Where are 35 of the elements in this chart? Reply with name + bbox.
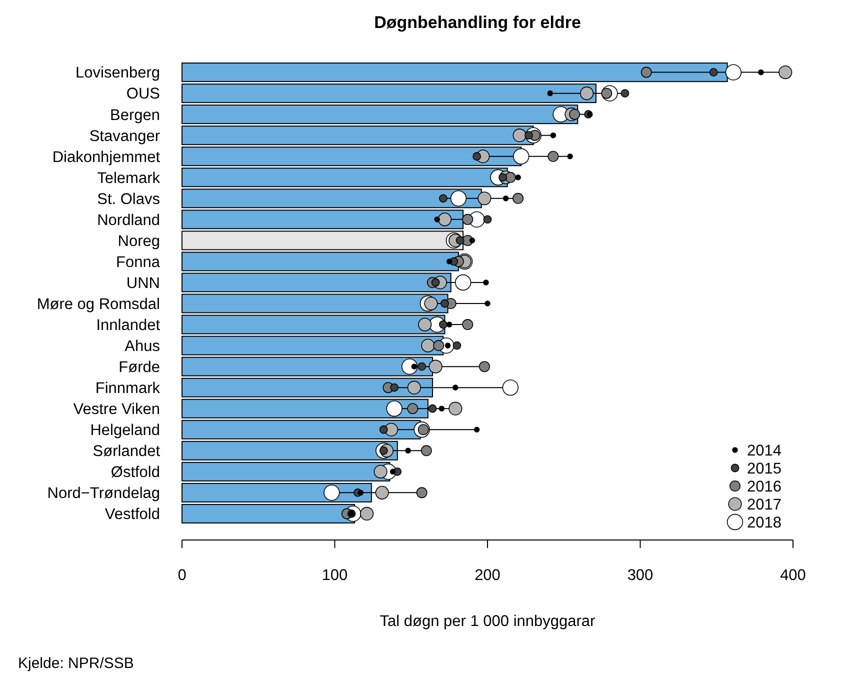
x-axis-title: Tal døgn per 1 000 innbyggarar (380, 613, 596, 630)
legend-label: 2018 (747, 514, 782, 532)
y-tick-label: UNN (126, 274, 160, 292)
y-tick-label: Helgeland (90, 422, 160, 440)
y-tick-label: Førde (118, 358, 160, 376)
y-tick-label: Østfold (110, 464, 160, 482)
legend-label: 2015 (747, 460, 782, 478)
chart-title: Døgnbehandling for eldre (374, 13, 581, 32)
y-tick-label: Bergen (110, 106, 160, 124)
y-tick-label: Innlandet (96, 316, 161, 334)
y-tick-label: Diakonhjemmet (52, 148, 161, 166)
y-tick-label: Vestre Viken (73, 401, 160, 418)
y-tick-label: Ahus (124, 338, 160, 355)
y-tick-label: Telemark (97, 170, 160, 187)
legend-label: 2017 (747, 496, 782, 514)
y-tick-label: Nord−Trøndelag (47, 485, 160, 502)
legend-label: 2014 (747, 442, 782, 460)
x-tick-label: 0 (178, 567, 187, 584)
x-tick-label: 100 (322, 567, 348, 584)
y-tick-label: Lovisenberg (76, 64, 160, 82)
y-tick-label: Møre og Romsdal (36, 296, 160, 313)
y-tick-label: Vestfold (104, 506, 160, 524)
y-tick-label: Stavanger (89, 128, 160, 145)
y-tick-label: St. Olavs (97, 190, 160, 208)
y-tick-label: Sørlandet (92, 443, 161, 460)
x-tick-label: 400 (780, 567, 806, 584)
y-tick-label: Fonna (116, 254, 160, 271)
x-tick-label: 300 (627, 567, 654, 584)
y-tick-label: Noreg (118, 232, 160, 250)
y-tick-label: OUS (126, 86, 160, 103)
x-tick-label: 200 (474, 567, 501, 584)
text: Kjelde: NPR/SSB (18, 655, 134, 672)
y-tick-label: Finnmark (95, 380, 160, 398)
legend-label: 2016 (747, 478, 782, 496)
y-tick-label: Nordland (97, 212, 160, 229)
